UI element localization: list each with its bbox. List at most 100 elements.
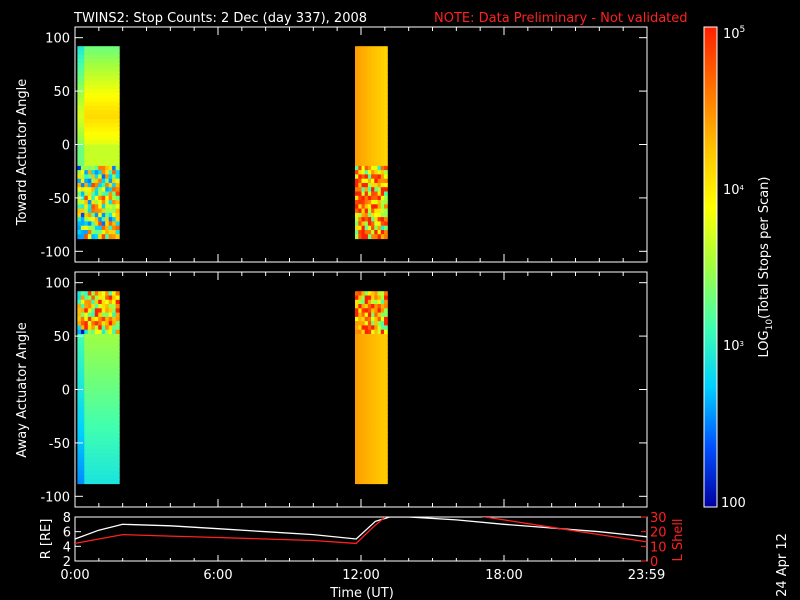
heatmap-cell [358, 76, 363, 81]
heatmap-cell [91, 148, 96, 154]
heatmap-cell [380, 63, 385, 69]
heatmap-cell [105, 165, 110, 171]
heatmap-cell [80, 212, 85, 218]
heatmap-cell [355, 118, 359, 124]
heatmap-cell [105, 466, 110, 472]
heatmap-cell [364, 200, 369, 205]
heatmap-cell [105, 97, 110, 103]
heatmap-cell [80, 123, 85, 128]
heatmap-cell [77, 312, 82, 318]
heatmap-cell [112, 148, 117, 154]
heatmap-cell [87, 432, 92, 438]
heatmap-cell [380, 466, 385, 472]
heatmap-cell [367, 316, 372, 322]
heatmap-cell [371, 321, 375, 326]
heatmap-cell [101, 71, 106, 77]
colorbar-tick-100: 100 [721, 496, 746, 511]
heatmap-cell [380, 295, 385, 301]
heatmap-cell [384, 106, 388, 111]
heatmap-cell [358, 153, 363, 158]
heatmap-cell [80, 462, 85, 467]
heatmap-cell [377, 436, 382, 442]
heatmap-cell [364, 157, 369, 163]
heatmap-cell [98, 410, 103, 416]
heatmap-cell [77, 291, 82, 297]
heatmap-cell [361, 165, 366, 171]
heatmap-cell [367, 338, 372, 344]
heatmap-cell [112, 462, 117, 467]
heatmap-cell [364, 127, 369, 133]
heatmap-cell [101, 419, 106, 425]
heatmap-cell [91, 376, 96, 382]
heatmap-cell [361, 204, 366, 210]
heatmap-cell [384, 178, 388, 184]
heatmap-cell [108, 291, 113, 297]
heatmap-cell [115, 187, 120, 193]
heatmap-cell [98, 432, 103, 438]
heatmap-cell [87, 291, 92, 297]
heatmap-cell [374, 316, 379, 322]
heatmap-cell [87, 334, 92, 339]
heatmap-cell [377, 187, 382, 193]
heatmap-cell [112, 449, 117, 455]
heatmap-cell [87, 97, 92, 103]
heatmap-cell [80, 127, 85, 133]
heatmap-cell [84, 97, 89, 103]
heatmap-cell [80, 355, 85, 361]
heatmap-cell [94, 140, 99, 146]
heatmap-cell [77, 178, 82, 184]
heatmap-cell [358, 63, 363, 69]
heatmap-cell [77, 449, 82, 455]
heatmap-cell [112, 346, 117, 352]
heatmap-cell [91, 440, 96, 446]
heatmap-cell [384, 183, 388, 188]
heatmap-cell [91, 462, 96, 467]
heatmap-cell [374, 153, 379, 158]
heatmap-cell [371, 144, 375, 150]
heatmap-cell [380, 406, 385, 412]
heatmap-cell [91, 470, 96, 476]
heatmap-cell [112, 131, 117, 137]
heatmap-cell [80, 110, 85, 116]
heatmap-cell [91, 101, 96, 107]
heatmap-cell [364, 419, 369, 425]
heatmap-cell [84, 59, 89, 64]
heatmap-cell [84, 131, 89, 137]
heatmap-cell [112, 381, 117, 386]
heatmap-cell [94, 144, 99, 150]
heatmap-cell [91, 466, 96, 472]
heatmap-cell [91, 63, 96, 69]
heatmap-cell [101, 157, 106, 163]
heatmap-cell [364, 114, 369, 120]
heatmap-cell [101, 355, 106, 361]
heatmap-cell [115, 84, 120, 90]
heatmap-cell [108, 308, 113, 314]
heatmap-cell [108, 385, 113, 391]
heatmap-cell [384, 355, 388, 361]
heatmap-cell [87, 76, 92, 81]
heatmap-cell [377, 144, 382, 150]
heatmap-cell [371, 208, 375, 214]
heatmap-cell [374, 351, 379, 356]
heatmap-cell [80, 106, 85, 111]
heatmap-cell [371, 67, 375, 73]
heatmap-cell [371, 174, 375, 180]
heatmap-cell [364, 415, 369, 420]
heatmap-cell [77, 325, 82, 331]
heatmap-cell [91, 191, 96, 197]
heatmap-cell [367, 225, 372, 231]
heatmap-cell [108, 457, 113, 463]
heatmap-cell [84, 436, 89, 442]
heatmap-cell [80, 299, 85, 305]
heatmap-cell [115, 415, 120, 420]
heatmap-cell [377, 329, 382, 335]
heatmap-cell [80, 114, 85, 120]
heatmap-cell [371, 71, 375, 77]
heatmap-cell [84, 89, 89, 94]
heatmap-cell [80, 161, 85, 167]
heatmap-cell [361, 402, 366, 408]
heatmap-cell [358, 59, 363, 64]
heatmap-cell [380, 118, 385, 124]
heatmap-cell [364, 178, 369, 184]
heatmap-cell [87, 376, 92, 382]
